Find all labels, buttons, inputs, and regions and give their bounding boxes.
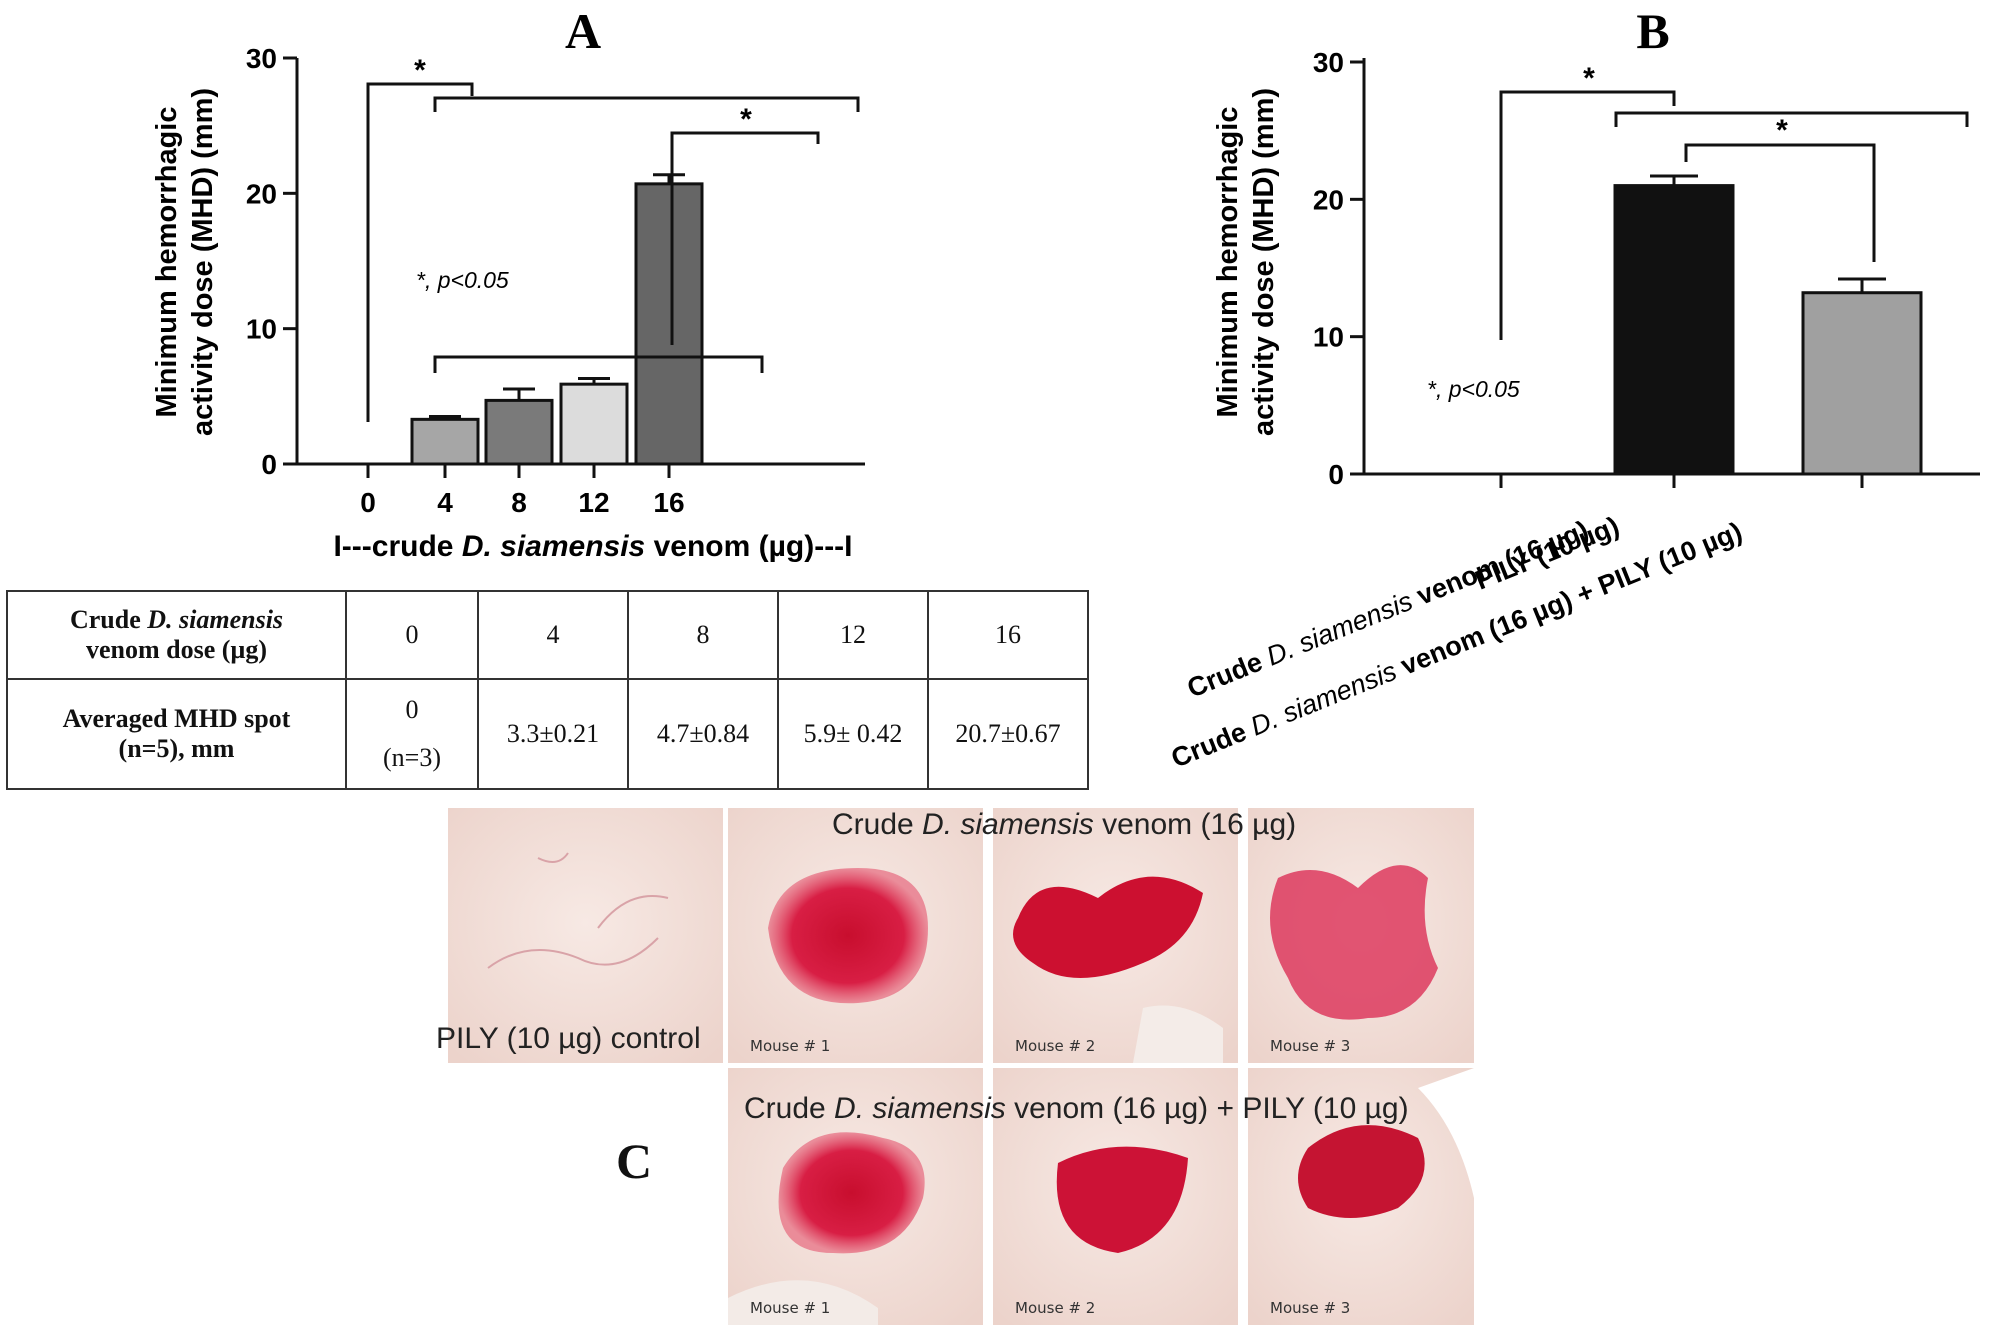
table-header-cell: Crude D. siamensis venom dose (µg): [6, 590, 347, 680]
combo-photo-mouse-2: Mouse # 2: [993, 1068, 1238, 1325]
table-header-cell: Averaged MHD spot (n=5), mm: [6, 678, 347, 790]
x-tick-label: 12: [578, 487, 609, 518]
significance-note: *, p<0.05: [416, 267, 509, 293]
mouse-label: Mouse # 1: [750, 1299, 831, 1317]
y-tick-label: 20: [1313, 184, 1344, 215]
mouse-label: Mouse # 1: [750, 1037, 831, 1055]
bar: [634, 182, 704, 466]
combo-photo-mouse-1: Mouse # 1: [728, 1068, 983, 1325]
y-axis-label-line2: activity dose (MHD) (mm): [1248, 88, 1280, 436]
bar: [484, 398, 554, 466]
y-tick-label: 30: [1313, 47, 1344, 78]
table-cell: 4: [477, 590, 629, 680]
x-tick-label: 4: [437, 487, 453, 518]
x-tick-label: 8: [511, 487, 527, 518]
y-axis-label-line2: activity dose (MHD) (mm): [187, 88, 219, 436]
control-photo: [448, 808, 723, 1063]
significance-star: *: [414, 54, 426, 87]
y-tick-label: 0: [1328, 459, 1344, 490]
y-tick-label: 0: [261, 449, 277, 480]
category-label: Crude D. siamensis venom (16 µg) + PILY …: [1167, 516, 1746, 773]
table-cell: 0 (n=3): [345, 678, 479, 790]
y-tick-label: 20: [246, 178, 277, 209]
mouse-label: Mouse # 2: [1015, 1299, 1096, 1317]
table-cell: 0: [345, 590, 479, 680]
table-cell: 20.7±0.67: [927, 678, 1089, 790]
panel-c-letter: C: [616, 1133, 653, 1189]
panel-b-letter: B: [1636, 3, 1669, 59]
venom-photo-mouse-3: Mouse # 3: [1248, 808, 1474, 1063]
venom-photo-mouse-2: Mouse # 2: [993, 808, 1238, 1063]
table-row: Averaged MHD spot (n=5), mm 0 (n=3) 3.3±0…: [6, 678, 1089, 790]
significance-star: *: [1776, 114, 1788, 147]
x-tick-label: 16: [653, 487, 684, 518]
table-cell: 5.9± 0.42: [777, 678, 929, 790]
table-cell: 16: [927, 590, 1089, 680]
bar: [1613, 184, 1735, 476]
table-cell: 12: [777, 590, 929, 680]
mouse-label: Mouse # 3: [1270, 1037, 1351, 1055]
significance-note: *, p<0.05: [1427, 376, 1520, 402]
x-tick-label: 0: [360, 487, 376, 518]
significance-star: *: [1583, 62, 1595, 95]
row2-caption: Crude D. siamensis venom (16 µg) + PILY …: [744, 1092, 1409, 1125]
y-tick-label: 10: [1313, 322, 1344, 353]
mouse-label: Mouse # 3: [1270, 1299, 1351, 1317]
significance-brackets: [1499, 90, 1969, 340]
significance-star: *: [740, 103, 752, 136]
significance-brackets: [366, 82, 860, 422]
y-axis-label-line1: Minimum hemorrhagic: [1212, 107, 1244, 418]
panel-a-letter: A: [565, 3, 601, 59]
bar: [1801, 291, 1923, 476]
table-cell: 8: [627, 590, 779, 680]
mhd-table: Crude D. siamensis venom dose (µg) 0 4 8 …: [6, 590, 1089, 790]
control-caption: PILY (10 µg) control: [436, 1022, 701, 1055]
table-row: Crude D. siamensis venom dose (µg) 0 4 8 …: [6, 590, 1089, 680]
venom-photo-mouse-1: Mouse # 1: [728, 808, 983, 1063]
x-axis-label: I---crude D. siamensis venom (µg)---I: [333, 530, 852, 563]
table-cell: 4.7±0.84: [627, 678, 779, 790]
bar: [410, 417, 480, 466]
table-cell: 3.3±0.21: [477, 678, 629, 790]
row1-caption: Crude D. siamensis venom (16 µg): [832, 808, 1297, 841]
y-axis-label-line1: Minimum hemorrhagic: [151, 107, 183, 418]
y-tick-label: 10: [246, 314, 277, 345]
bar: [559, 382, 629, 466]
mouse-label: Mouse # 2: [1015, 1037, 1096, 1055]
y-tick-label: 30: [246, 43, 277, 74]
panel-b-chart: B 0 10 20 30 Minimum hemorrhagic activity d…: [1167, 3, 1980, 774]
combo-photo-mouse-3: Mouse # 3: [1248, 1068, 1474, 1325]
panel-a-chart: A 0 10 20 30 0 4 8 12 16 Minimum hemorrhagic ac…: [151, 3, 865, 563]
